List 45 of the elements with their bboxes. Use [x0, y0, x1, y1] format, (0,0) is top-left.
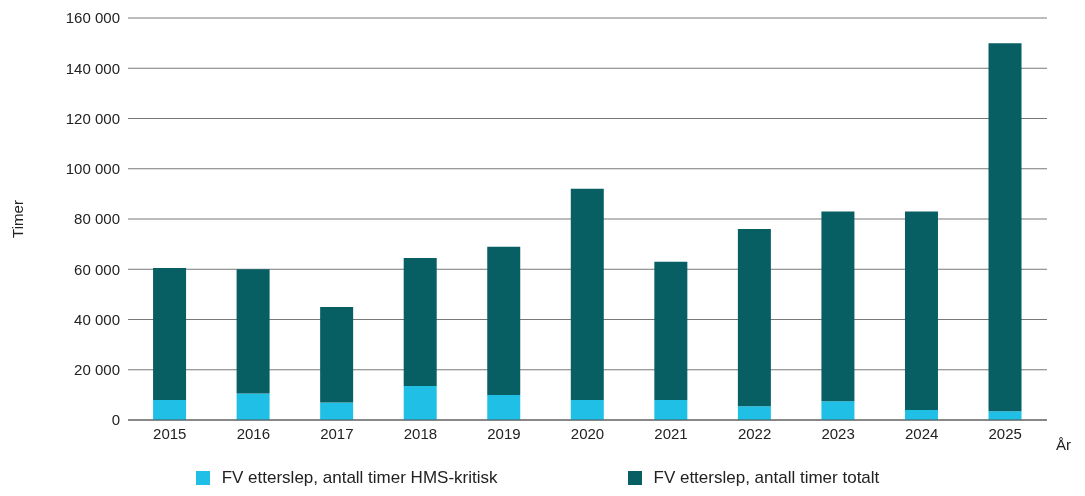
y-tick-label: 160 000 [65, 9, 120, 27]
x-tick-label: 2016 [236, 424, 271, 442]
legend-label: FV etterslep, antall timer HMS-kritisk [221, 468, 498, 488]
x-tick-label: 2022 [737, 424, 772, 442]
bar [821, 401, 855, 420]
y-tick-label: 0 [111, 411, 120, 429]
bar [821, 211, 855, 402]
x-tick-label: 2021 [654, 424, 688, 442]
bar [988, 43, 1022, 412]
y-tick-label: 140 000 [65, 59, 120, 77]
bar [487, 394, 521, 420]
y-tick-label: 60 000 [74, 260, 120, 278]
bar [988, 411, 1022, 420]
bar [320, 306, 354, 403]
y-tick-label: 120 000 [65, 109, 120, 127]
bar [737, 406, 771, 420]
x-tick-label: 2019 [487, 424, 521, 442]
bar [153, 399, 187, 420]
bar [236, 393, 270, 420]
legend-label: FV etterslep, antall timer totalt [653, 468, 880, 488]
y-tick-label: 100 000 [65, 160, 120, 178]
y-tick-label: 20 000 [74, 361, 120, 379]
y-tick-label: 40 000 [74, 310, 120, 328]
x-tick-label: 2025 [988, 424, 1022, 442]
x-axis-title: År [1056, 436, 1071, 453]
x-tick-label: 2018 [403, 424, 438, 442]
bar [737, 229, 771, 407]
bar [570, 188, 604, 400]
y-tick-label: 80 000 [74, 210, 120, 228]
bar [153, 267, 187, 400]
bar [403, 257, 437, 387]
x-tick-label: 2015 [153, 424, 187, 442]
bar [654, 261, 688, 400]
y-axis-title: Timer [9, 200, 27, 238]
x-tick-label: 2023 [821, 424, 855, 442]
bar [654, 399, 688, 420]
bar [904, 211, 938, 410]
x-tick-label: 2017 [320, 424, 354, 442]
bar [487, 246, 521, 395]
x-tick-label: 2020 [570, 424, 605, 442]
bar [403, 386, 437, 420]
bar [320, 402, 354, 420]
x-tick-label: 2024 [904, 424, 939, 442]
bar [570, 399, 604, 420]
bar [236, 269, 270, 394]
